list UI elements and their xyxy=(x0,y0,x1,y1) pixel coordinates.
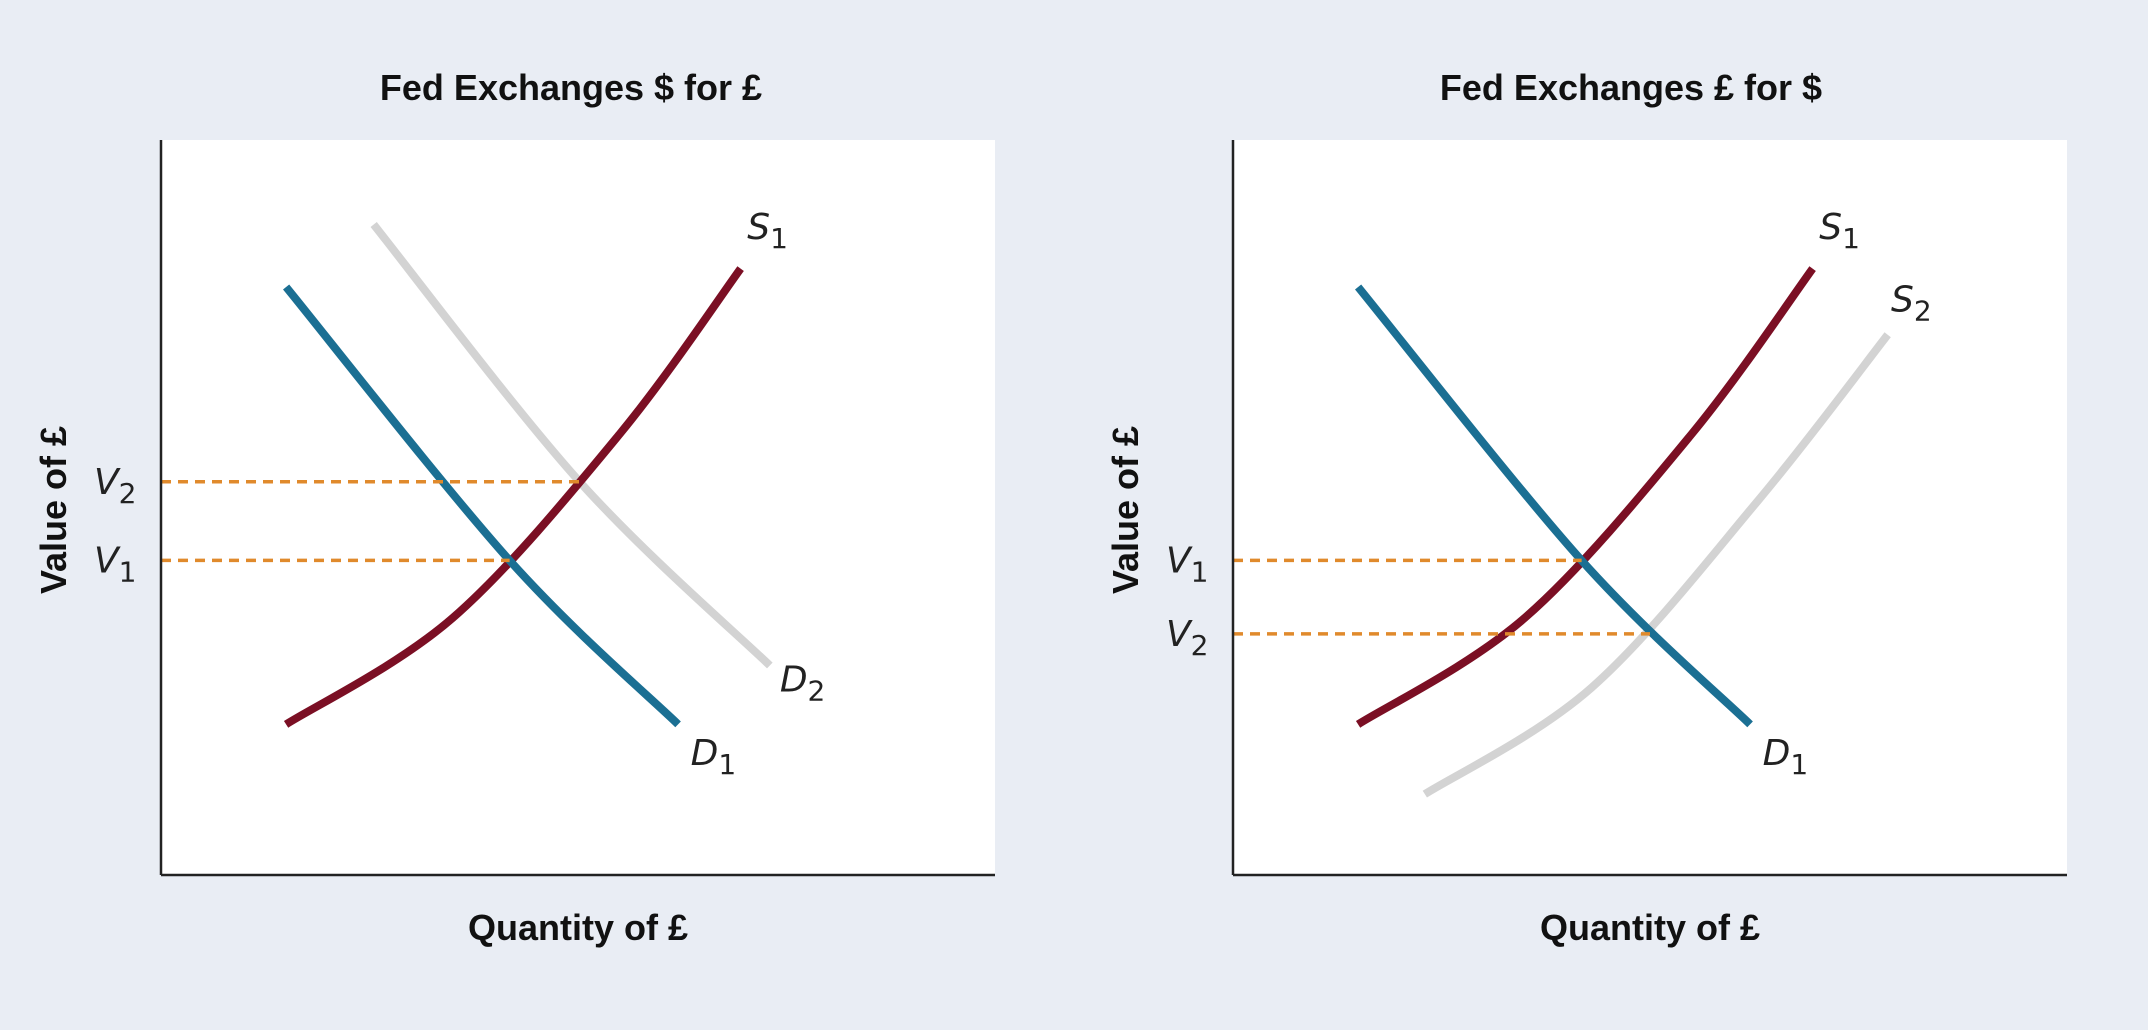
curve-s1 xyxy=(283,266,744,728)
curve-label-d1: D1 xyxy=(1763,733,1809,781)
y-axis-label: Value of £ xyxy=(1105,426,1146,594)
tick-label-v2: V2 xyxy=(94,462,136,510)
chart-title: Fed Exchanges £ for $ xyxy=(1440,67,1822,108)
curve-label-s1: S1 xyxy=(747,207,788,255)
tick-label-v1: V1 xyxy=(1166,540,1208,588)
left-chart: Fed Exchanges $ for £ Quantity of £ Value … xyxy=(33,67,995,948)
curve-label-s2: S2 xyxy=(1891,279,1932,327)
curve-label-d1: D1 xyxy=(691,733,737,781)
tick-label-v2: V2 xyxy=(1166,614,1208,662)
x-axis-label: Quantity of £ xyxy=(1540,907,1760,948)
curve-d1 xyxy=(1355,284,1753,728)
tick-label-v1: V1 xyxy=(94,540,136,588)
plot-area xyxy=(161,140,995,875)
curve-d1 xyxy=(283,284,681,728)
y-axis-label: Value of £ xyxy=(33,426,74,594)
curve-s1 xyxy=(1355,266,1816,728)
right-chart: Fed Exchanges £ for $ Quantity of £ Value … xyxy=(1105,67,2067,948)
chart-title: Fed Exchanges $ for £ xyxy=(380,67,762,108)
x-axis-label: Quantity of £ xyxy=(468,907,688,948)
curve-label-d2: D2 xyxy=(780,659,826,707)
plot-area xyxy=(1233,140,2067,875)
curve-s2 xyxy=(1422,332,1891,798)
curve-label-s1: S1 xyxy=(1819,207,1860,255)
